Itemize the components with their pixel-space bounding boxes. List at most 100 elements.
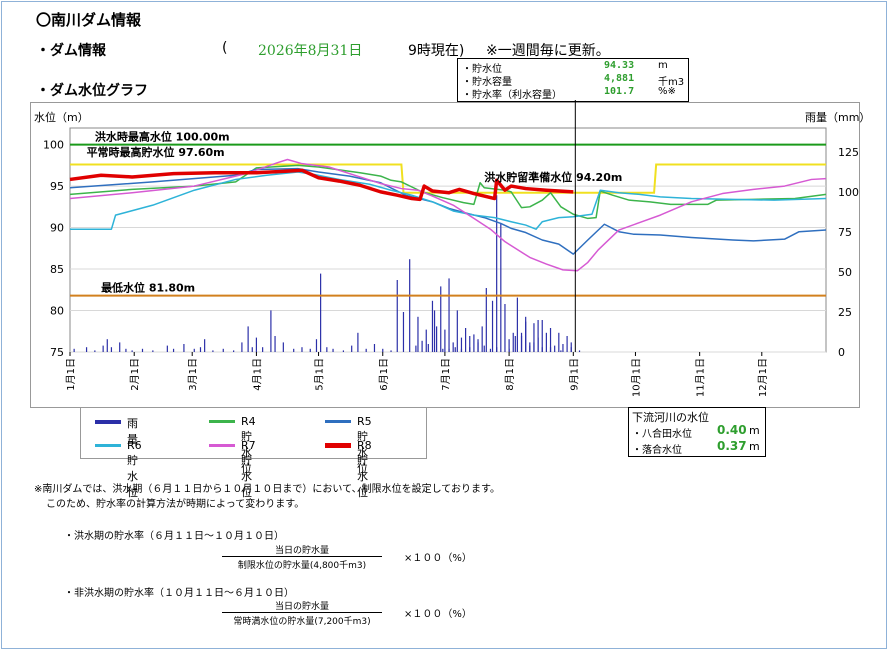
- legend-swatch: [95, 444, 121, 447]
- river-value: 0.37: [717, 439, 747, 453]
- reference-line-label: 洪水時最高水位 100.00m: [95, 130, 230, 144]
- series-line-R8貯水位: [69, 168, 574, 202]
- x-tick-label: 6月1日: [378, 358, 390, 391]
- river-row-ochiai: ・落合水位: [632, 441, 682, 456]
- river-row-hachigouda: ・八合田水位: [632, 425, 692, 440]
- info-unit: %※: [658, 86, 676, 97]
- legend-label: R5貯水位: [357, 415, 372, 475]
- info-label: ・貯水位: [462, 64, 502, 75]
- flood-numerator: 当日の貯水量: [274, 546, 329, 556]
- series-line-R6貯水位: [70, 171, 827, 230]
- river-value: 0.40: [717, 423, 747, 437]
- y2-tick-label: 75: [838, 226, 852, 239]
- graph-heading: ・ダム水位グラフ: [36, 83, 148, 99]
- report-date: 2026年8月31日: [258, 43, 363, 59]
- series-line-R7貯水位: [69, 158, 827, 272]
- series-lines: [69, 100, 827, 352]
- legend-swatch: [325, 420, 351, 423]
- x-tick-label: 5月1日: [314, 358, 326, 391]
- update-note: ※一週間毎に更新。: [486, 43, 610, 59]
- series-line-R5貯水位: [69, 167, 827, 255]
- y2-tick-label: 0: [838, 346, 845, 359]
- info-unit: 千m3: [658, 77, 685, 88]
- y-tick-label: 100: [43, 139, 64, 152]
- info-label: ・貯水容量: [462, 77, 512, 88]
- legend-label: R8貯水位: [357, 439, 372, 499]
- y-tick-label: 95: [50, 180, 64, 193]
- x-tick-label: 2月1日: [129, 358, 141, 391]
- plot-area: [69, 127, 827, 353]
- y2-axis-title: 雨量（mm）: [805, 111, 870, 124]
- downstream-river-box: 下流河川の水位 ・八合田水位 0.40 m ・落合水位 0.37 m: [628, 407, 766, 457]
- info-label: ・貯水率（利水容量）: [462, 90, 562, 101]
- info-row-storage: ・貯水容量 4,881 千m3: [462, 73, 686, 88]
- x-tick-label: 8月1日: [504, 358, 516, 391]
- x-tick-label: 9月1日: [568, 358, 580, 391]
- nonflood-rate-fraction: 当日の貯水量 常時満水位の貯水量(7,200千m3): [222, 599, 382, 627]
- graph-frame: [30, 102, 860, 408]
- info-row-rate: ・貯水率（利水容量） 101.7 %※: [462, 86, 686, 101]
- y-tick-label: 80: [50, 305, 64, 318]
- legend-swatch: [209, 420, 235, 423]
- y2-tick-label: 50: [838, 266, 852, 279]
- reference-lines: [70, 143, 826, 297]
- x-tick-label: 1月1日: [65, 358, 77, 391]
- info-value: 4,881: [604, 73, 635, 84]
- x-tick-label: 7月1日: [440, 358, 452, 391]
- nonflood-numerator: 当日の貯水量: [274, 602, 329, 612]
- legend-label: R4貯水位: [241, 415, 256, 475]
- nonflood-rate-title: ・非洪水期の貯水率（１０月１１日～６月１０日）: [64, 588, 294, 599]
- info-row-water-level: ・貯水位 94.33 m: [462, 60, 686, 75]
- page-title: 〇南川ダム情報: [36, 11, 142, 29]
- flood-rate-title: ・洪水期の貯水率（６月１１日～１０月１０日）: [64, 531, 284, 542]
- note-line-2: このため、貯水率の計算方法が時期によって変わります。: [46, 499, 305, 510]
- plot-background: [69, 127, 827, 353]
- chart-labels: 洪水時最高水位 100.00m 最低水位 81.80m 平常時最高貯水位 97.60…: [87, 130, 623, 295]
- note-line-1: ※南川ダムでは、洪水期（６月１１日から１０月１０日まで）において、制限水位を設定…: [34, 484, 500, 495]
- river-label: ・落合水位: [632, 445, 682, 456]
- nonflood-multiplier: ×１００（%）: [404, 609, 472, 620]
- info-value: 94.33: [604, 60, 635, 71]
- flood-rate-fraction: 当日の貯水量 制限水位の貯水量(4,800千m3): [222, 543, 382, 571]
- reference-line-label: 最低水位 81.80m: [101, 281, 195, 295]
- legend-swatch: [209, 444, 235, 447]
- y-tick-label: 85: [50, 263, 64, 276]
- report-time: 9時現在): [408, 43, 465, 59]
- series-line-R4貯水位: [69, 164, 827, 220]
- legend-label: 雨 量: [127, 417, 149, 446]
- info-unit: m: [658, 60, 668, 71]
- y-tick-label: 75: [50, 346, 64, 359]
- legend-swatch: [325, 443, 351, 448]
- y2-tick-label: 25: [838, 306, 852, 319]
- flood-multiplier: ×１００（%）: [404, 553, 472, 564]
- y-axis-title: 水位（m）: [34, 110, 89, 124]
- x-tick-label: 12月1日: [757, 358, 769, 397]
- legend-label: R7貯水位: [241, 439, 256, 499]
- legend-label: R6貯水位: [127, 439, 142, 499]
- dam-info-heading: ・ダム情報: [36, 43, 106, 59]
- date-paren-open: (: [222, 40, 228, 56]
- x-tick-label: 10月1日: [630, 358, 642, 397]
- level-annotation: 平常時最高貯水位 97.60m: [87, 145, 225, 159]
- axes: 75 80 85 90 95 100 0 25 50 75 100 125 1月1日 2月1日 3月1日 4月…: [34, 110, 870, 397]
- river-unit: m: [749, 440, 760, 453]
- nonflood-denominator: 常時満水位の貯水量(7,200千m3): [222, 612, 382, 627]
- river-title: 下流河川の水位: [632, 411, 709, 424]
- dam-status-box: ・貯水位 94.33 m ・貯水容量 4,881 千m3 ・貯水率（利水容量） …: [457, 58, 689, 102]
- flood-denominator: 制限水位の貯水量(4,800千m3): [222, 556, 382, 571]
- y-tick-label: 90: [50, 222, 64, 235]
- y2-tick-label: 100: [838, 186, 859, 199]
- river-label: ・八合田水位: [632, 429, 692, 440]
- legend-swatch: [95, 420, 121, 424]
- x-tick-label: 4月1日: [251, 358, 263, 391]
- info-value: 101.7: [604, 86, 635, 97]
- level-annotation: 洪水貯留準備水位 94.20m: [484, 170, 622, 184]
- y2-tick-label: 125: [838, 146, 859, 159]
- river-unit: m: [749, 424, 760, 437]
- x-tick-label: 11月1日: [695, 358, 707, 397]
- x-tick-label: 3月1日: [187, 358, 199, 391]
- chart-legend: 雨 量 R4貯水位 R5貯水位 R6貯水位 R7貯水位 R8貯水位: [80, 407, 427, 499]
- limit-level-line: [70, 163, 826, 194]
